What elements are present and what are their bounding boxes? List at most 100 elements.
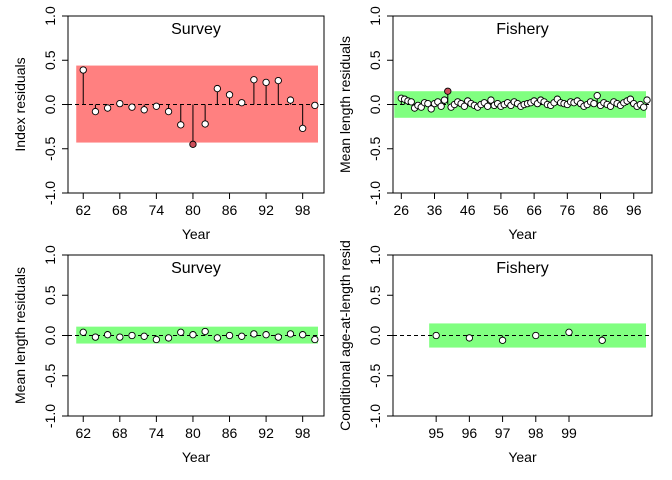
- data-point: [79, 328, 87, 336]
- data-point: [91, 333, 100, 341]
- data-point: [177, 121, 185, 129]
- y-axis-label: Conditional age-at-length resid: [337, 240, 353, 431]
- data-point: [250, 76, 258, 84]
- panel-title: Fishery: [496, 21, 548, 38]
- x-axis-label: Year: [182, 226, 211, 242]
- y-tick-label: -0.5: [367, 363, 383, 387]
- data-point: [437, 102, 445, 110]
- y-tick-label: 0.0: [42, 95, 58, 115]
- data-point: [213, 84, 221, 93]
- data-point: [79, 66, 87, 74]
- data-point: [274, 76, 282, 85]
- panel-survey-length: Survey 62 68 74 80 86 92 98 -1.0 -0.5 0.0 0.5 1.0 Yea…: [12, 245, 325, 465]
- data-point: [103, 331, 112, 339]
- y-axis-label: Mean length residuals: [337, 36, 353, 173]
- data-point: [262, 78, 270, 87]
- x-tick-label: 80: [185, 425, 201, 441]
- data-point: [238, 99, 246, 107]
- data-point: [140, 106, 148, 114]
- x-axis-label: Year: [508, 226, 537, 242]
- highlighted-point: [189, 140, 197, 148]
- data-point: [225, 91, 234, 99]
- data-point: [532, 331, 540, 340]
- data-point: [128, 103, 136, 111]
- y-tick-label: -0.5: [42, 136, 58, 160]
- data-point: [299, 124, 307, 133]
- x-tick-label: 56: [493, 202, 509, 218]
- y-tick-label: 0.5: [42, 285, 58, 305]
- data-point: [299, 331, 307, 339]
- x-tick-label: 74: [149, 202, 165, 218]
- x-tick-label: 98: [528, 425, 544, 441]
- x-tick-label: 92: [258, 425, 274, 441]
- data-point: [483, 102, 492, 110]
- x-tick-label: 80: [185, 202, 201, 218]
- x-tick-label: 46: [460, 202, 476, 218]
- x-tick-label: 62: [75, 425, 91, 441]
- y-tick-label: 1.0: [367, 245, 383, 265]
- data-point: [427, 105, 435, 113]
- data-point: [440, 96, 449, 104]
- data-point: [565, 328, 573, 336]
- x-tick-label: 74: [149, 425, 165, 441]
- x-tick-label: 68: [112, 425, 128, 441]
- y-tick-label: 0.0: [367, 95, 383, 115]
- data-point: [598, 336, 606, 344]
- highlighted-point: [444, 87, 452, 95]
- panel-title: Fishery: [496, 260, 548, 277]
- data-point: [250, 330, 258, 338]
- data-point: [201, 120, 209, 128]
- x-tick-label: 62: [75, 202, 91, 218]
- data-point: [407, 98, 415, 106]
- x-tick-label: 99: [561, 425, 577, 441]
- y-tick-label: 0.0: [367, 326, 383, 346]
- data-point: [593, 92, 601, 100]
- y-tick-label: -1.0: [42, 404, 58, 428]
- y-tick-label: 0.5: [367, 50, 383, 70]
- x-tick-label: 26: [394, 202, 410, 218]
- data-point: [225, 331, 234, 340]
- data-point: [460, 102, 469, 110]
- x-tick-label: 86: [593, 202, 609, 218]
- data-point: [262, 331, 270, 339]
- y-tick-label: -0.5: [42, 363, 58, 387]
- data-point: [140, 332, 148, 340]
- panel-title: Survey: [171, 260, 221, 277]
- data-point: [152, 102, 161, 110]
- y-axis-label: Index residuals: [12, 57, 28, 151]
- x-tick-label: 68: [112, 202, 128, 218]
- panel-survey-index: Survey 62 68 74 80 86 92 98 -1.0 -0.5 0.0 0.5 1.0 Yea…: [12, 6, 325, 242]
- data-point: [213, 334, 221, 342]
- y-tick-label: -1.0: [42, 181, 58, 205]
- data-point: [189, 331, 197, 339]
- y-tick-label: 1.0: [42, 6, 58, 26]
- data-point: [643, 96, 651, 104]
- y-tick-label: -1.0: [367, 181, 383, 205]
- data-point: [432, 331, 440, 340]
- y-tick-label: 0.5: [367, 285, 383, 305]
- data-point: [152, 335, 161, 344]
- y-tick-label: -0.5: [367, 136, 383, 160]
- x-tick-label: 86: [222, 202, 238, 218]
- panel-fishery-length: Fishery 26 36 46 56 66 76 86 96 -1.0 -0.5 0.0 0.5 1.0…: [337, 6, 653, 242]
- data-point: [640, 103, 648, 111]
- data-point: [590, 99, 598, 108]
- data-point: [164, 334, 173, 342]
- y-tick-label: 0.5: [42, 50, 58, 70]
- data-point: [238, 332, 246, 340]
- x-tick-label: 76: [560, 202, 576, 218]
- x-tick-label: 96: [462, 425, 478, 441]
- x-tick-label: 92: [258, 202, 274, 218]
- data-point: [103, 104, 112, 112]
- x-tick-label: 86: [222, 425, 238, 441]
- data-point: [116, 333, 124, 341]
- x-axis-label: Year: [182, 449, 211, 465]
- y-tick-label: 0.0: [42, 326, 58, 346]
- panel-fishery-age: Fishery 95 96 97 98 99 -1.0 -0.5 0.0 0.5 1.0 Year Co…: [337, 240, 653, 465]
- x-tick-label: 36: [427, 202, 443, 218]
- data-point: [286, 96, 295, 104]
- x-tick-label: 97: [495, 425, 511, 441]
- x-tick-label: 95: [428, 425, 444, 441]
- y-axis-label: Mean length residuals: [12, 267, 28, 404]
